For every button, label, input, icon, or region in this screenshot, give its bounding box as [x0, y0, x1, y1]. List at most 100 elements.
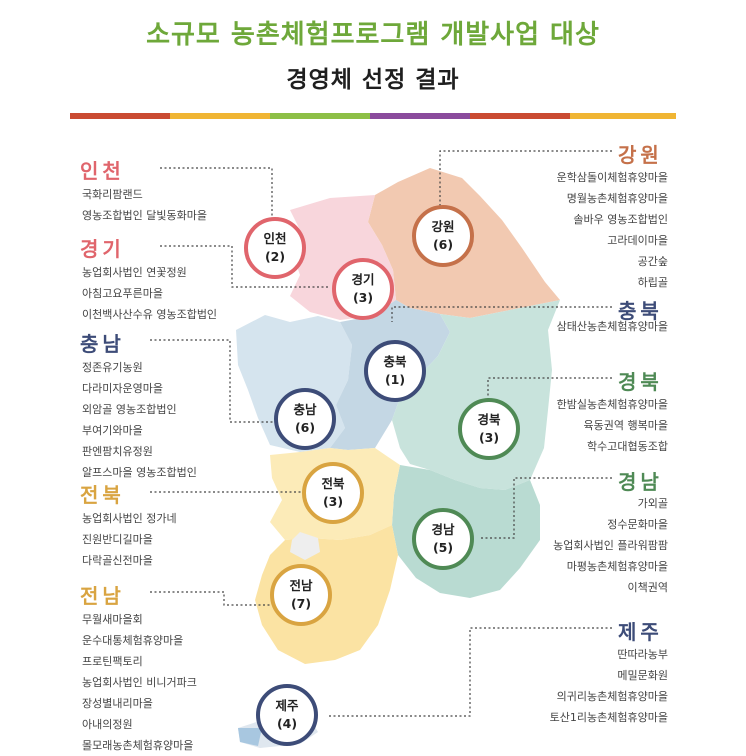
list-item: 고라데이마을: [607, 234, 668, 247]
list-item: 육동권역 행복마을: [583, 419, 668, 432]
list-item: 프로틴팩토리: [82, 655, 143, 668]
stripe-segment: [270, 113, 370, 119]
list-item: 정수문화마을: [607, 518, 668, 531]
badge-incheon: 인천 (2): [244, 217, 306, 279]
leader-gyeongbuk: [487, 377, 612, 400]
leader-incheon: [160, 167, 273, 220]
badge-chungnam-count: (6): [294, 420, 316, 435]
stripe-segment: [370, 113, 470, 119]
list-item: 농업회사법인 비니거파크: [82, 676, 197, 689]
list-item: 솔바우 영농조합법인: [573, 213, 668, 226]
badge-jeonnam-count: (7): [290, 596, 312, 611]
list-item: 농업회사법인 플라워팜팜: [553, 539, 668, 552]
stripe-segment: [570, 113, 676, 119]
list-item: 부여기와마을: [82, 424, 143, 437]
list-item: 이책권역: [627, 581, 668, 594]
region-list-jeonbuk: 농업회사법인 정가네 진원반디길마을 다락골신전마을: [82, 508, 177, 571]
badge-gyeongnam: 경남 (5): [412, 508, 474, 570]
list-item: 한밤실농촌체험휴양마을: [556, 398, 668, 411]
list-item: 외암골 영농조합법인: [82, 403, 177, 416]
title-line1: 소규모 농촌체험프로그램 개발사업 대상: [146, 20, 600, 50]
badge-jeju-name: 제주: [275, 698, 299, 713]
region-title-gyeonggi: 경기: [80, 237, 125, 261]
badge-chungbuk: 충북 (1): [364, 340, 426, 402]
badge-jeonbuk-name: 전북: [321, 476, 345, 491]
leader-gyeongnam: [480, 477, 612, 539]
region-title-gyeongnam: 경남: [618, 470, 663, 494]
stripe-segment: [470, 113, 570, 119]
list-item: 의귀리농촌체험휴양마을: [556, 690, 668, 703]
badge-jeju-count: (4): [276, 716, 298, 731]
badge-gyeonggi-name: 경기: [351, 272, 375, 287]
list-item: 무월새마을회: [82, 613, 143, 626]
region-title-chungnam: 충남: [80, 332, 125, 356]
badge-chungnam-name: 충남: [293, 402, 317, 417]
badge-gyeongnam-count: (5): [432, 540, 454, 555]
badge-chungnam: 충남 (6): [274, 388, 336, 450]
list-item: 알프스마을 영농조합법인: [82, 466, 197, 479]
badge-gyeongbuk-name: 경북: [477, 412, 501, 427]
region-title-jeonnam: 전남: [80, 584, 125, 608]
badge-jeonnam: 전남 (7): [270, 564, 332, 626]
list-item: 영농조합법인 달빛동화마을: [82, 209, 207, 222]
list-item: 농업회사법인 연꽃정원: [82, 266, 187, 279]
badge-gyeonggi: 경기 (3): [332, 258, 394, 320]
title-line2: 경영체 선정 결과: [286, 67, 460, 93]
leader-jeonnam: [150, 591, 272, 606]
leader-chungbuk: [391, 306, 612, 322]
list-item: 삼태산농촌체험휴양마을: [556, 320, 668, 333]
map-region-gyeongbuk: [392, 300, 560, 490]
badge-jeonbuk-count: (3): [322, 494, 344, 509]
list-item: 다락골신전마을: [82, 554, 153, 567]
badge-gyeongnam-name: 경남: [431, 522, 455, 537]
badge-jeonbuk: 전북 (3): [302, 462, 364, 524]
list-item: 이천백사산수유 영농조합법인: [82, 308, 218, 321]
region-title-gangwon: 강원: [618, 143, 663, 167]
badge-chungbuk-name: 충북: [383, 354, 407, 369]
badge-chungbuk-count: (1): [384, 372, 406, 387]
list-item: 진원반디길마을: [82, 533, 153, 546]
badge-gyeonggi-count: (3): [352, 290, 374, 305]
map-region-gwangju: [290, 532, 320, 560]
badge-incheon-name: 인천: [263, 231, 287, 246]
leader-chungnam: [150, 339, 276, 423]
list-item: 판엔팜치유정원: [82, 445, 153, 458]
stripe-segment: [70, 113, 170, 119]
leader-gangwon: [439, 150, 612, 207]
region-title-gyeongbuk: 경북: [618, 370, 663, 394]
region-title-jeju: 제주: [618, 620, 663, 644]
map-region-jeju-accent: [238, 728, 262, 746]
region-list-gangwon: 운학삼돌이체험휴양마을 명월농촌체험휴양마을 솔바우 영농조합법인 고라데이마을 공간숲…: [557, 167, 668, 293]
list-item: 국화리팜랜드: [82, 188, 143, 201]
list-item: 학수고대협동조합: [587, 440, 668, 453]
leader-jeju: [328, 627, 612, 717]
region-list-chungbuk: 삼태산농촌체험휴양마을: [557, 316, 668, 337]
badge-jeonnam-name: 전남: [289, 578, 313, 593]
list-item: 아침고요푸른마을: [82, 287, 163, 300]
list-item: 정존유기농원: [82, 361, 143, 374]
list-item: 장성별내리마을: [82, 697, 153, 710]
list-item: 딴따라농부: [617, 648, 668, 661]
list-item: 다라미자운영마을: [82, 382, 163, 395]
region-title-jeonbuk: 전북: [80, 483, 125, 507]
list-item: 몰모래농촌체험휴양마을: [82, 739, 194, 752]
badge-gangwon: 강원 (6): [412, 205, 474, 267]
stripe-segment: [170, 113, 270, 119]
region-list-gyeongnam: 가외골 정수문화마을 농업회사법인 플라워팜팜 마평농촌체험휴양마을 이책권역: [553, 493, 668, 598]
list-item: 토산1리농촌체험휴양마을: [549, 711, 668, 724]
list-item: 메밀문화원: [617, 669, 668, 682]
region-title-incheon: 인천: [80, 159, 125, 183]
list-item: 마평농촌체험휴양마을: [566, 560, 668, 573]
leader-gyeonggi: [160, 245, 330, 288]
badge-gangwon-name: 강원: [431, 219, 455, 234]
list-item: 공간숲: [637, 255, 668, 268]
badge-gangwon-count: (6): [432, 237, 454, 252]
list-item: 운수대통체험휴양마을: [82, 634, 184, 647]
region-title-chungbuk: 충북: [618, 299, 663, 323]
list-item: 명월농촌체험휴양마을: [566, 192, 668, 205]
